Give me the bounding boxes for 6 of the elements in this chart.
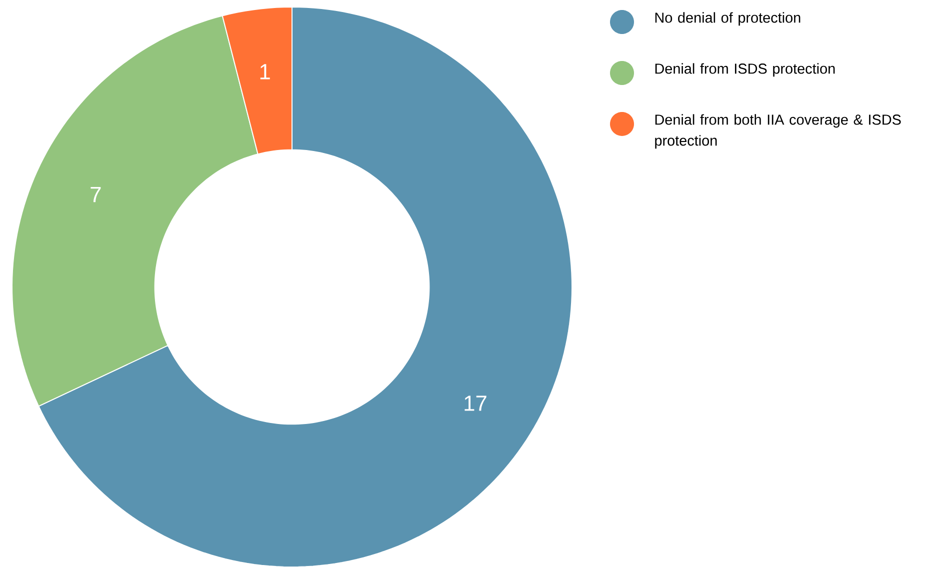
legend-label: Denial from both IIA coverage & ISDS protection [655, 114, 901, 149]
data-label: 17 [464, 396, 486, 411]
data-label: 1 [260, 64, 270, 80]
legend-label: Denial from ISDS protection [655, 63, 835, 77]
data-label: 7 [90, 187, 101, 202]
legend-label: No denial of protection [655, 12, 800, 26]
